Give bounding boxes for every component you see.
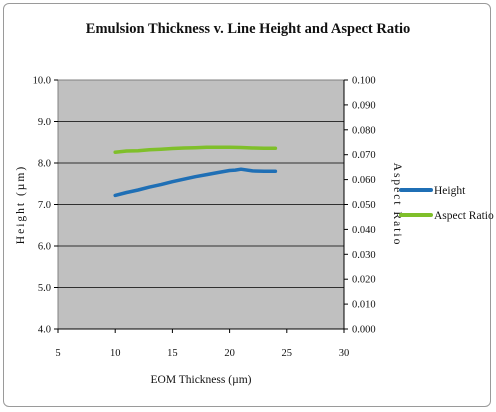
y2-tick-label: 0.080 xyxy=(352,125,376,136)
legend: Height Aspect Ratio xyxy=(399,185,494,222)
y-axis-right: 0.000 0.010 0.020 0.030 0.040 0.050 0.060 0.070… xyxy=(343,76,376,336)
y-tick-label: 5.0 xyxy=(38,283,51,294)
series-line-1 xyxy=(113,145,278,154)
y2-tick-label: 0.050 xyxy=(352,200,376,211)
x-tick-label: 15 xyxy=(167,348,178,359)
x-tick-label: 5 xyxy=(55,348,60,359)
y-tick-label: 6.0 xyxy=(38,242,51,253)
y-axis-label: Height (µm) xyxy=(15,165,27,244)
chart-title: Emulsion Thickness v. Line Height and As… xyxy=(85,21,411,37)
y2-tick-label: 0.030 xyxy=(352,250,376,261)
y-tick-label: 4.0 xyxy=(38,325,51,336)
x-tick-label: 20 xyxy=(224,348,235,359)
y2-axis-label: Aspect Ratio xyxy=(391,163,403,247)
y-tick-label: 10.0 xyxy=(33,76,51,87)
y-tick-label: 9.0 xyxy=(38,117,51,128)
y-tick-label: 8.0 xyxy=(38,159,51,170)
series-line-0 xyxy=(113,167,278,198)
x-axis: 5 10 15 20 25 30 xyxy=(55,328,350,359)
y2-tick-label: 0.100 xyxy=(352,76,376,87)
series-layer xyxy=(113,145,278,198)
gridlines xyxy=(58,121,344,288)
y-axis-left: 4.0 5.0 6.0 7.0 8.0 9.0 10.0 xyxy=(33,76,58,336)
y2-tick-label: 0.020 xyxy=(352,275,376,286)
y2-tick-label: 0.000 xyxy=(352,325,376,336)
legend-label-0: Height xyxy=(434,185,466,197)
x-tick-label: 25 xyxy=(282,348,293,359)
y2-tick-label: 0.090 xyxy=(352,100,376,111)
y2-tick-label: 0.070 xyxy=(352,150,376,161)
y-tick-label: 7.0 xyxy=(38,200,51,211)
y2-tick-label: 0.060 xyxy=(352,175,376,186)
x-axis-label: EOM Thickness (µm) xyxy=(151,374,252,386)
x-tick-label: 10 xyxy=(110,348,121,359)
x-tick-label: 30 xyxy=(339,348,350,359)
y2-tick-label: 0.010 xyxy=(352,300,376,311)
y2-tick-label: 0.040 xyxy=(352,225,376,236)
legend-label-1: Aspect Ratio xyxy=(434,210,494,222)
